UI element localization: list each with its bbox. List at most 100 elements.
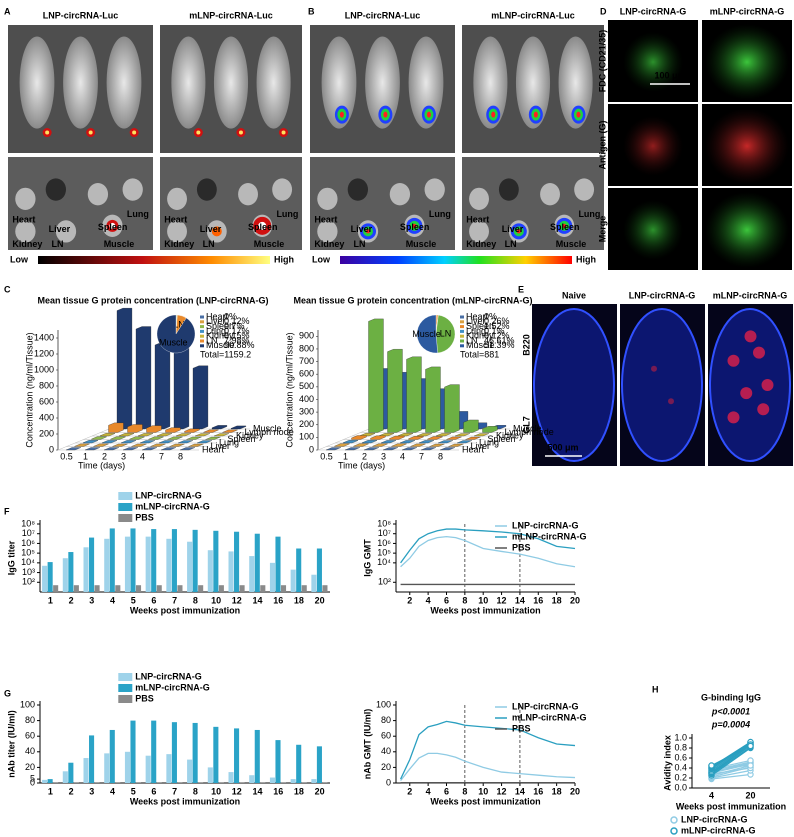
bar [89, 537, 95, 592]
bar [108, 422, 124, 433]
x-tick-label: 18 [552, 595, 562, 605]
x-tick-label: 4 [400, 451, 405, 461]
series-label: Liver [211, 441, 231, 451]
bar [230, 425, 247, 430]
y-tick-label: 10⁸ [377, 518, 391, 528]
x-axis-label: Weeks post immunization [130, 796, 240, 806]
signal [88, 130, 93, 135]
x-tick-label: 6 [444, 595, 449, 605]
bar [109, 528, 115, 592]
chart-title: Mean tissue G protein concentration (mLN… [293, 295, 532, 305]
legend-label: PBS [135, 512, 154, 522]
series-label: Muscle [513, 423, 542, 433]
legend-label: PBS [135, 693, 154, 703]
stain [705, 192, 789, 268]
bar [408, 436, 424, 440]
legend-label: mLNP-circRNA-G [512, 531, 587, 541]
chart-title: Mean tissue G protein concentration (LNP… [37, 295, 268, 305]
legend-value: 0.12% [224, 316, 250, 326]
image-title: LNP-circRNA-G [629, 290, 696, 300]
color-bar [340, 256, 572, 264]
y-tick-label: 60 [25, 731, 35, 741]
bar [275, 740, 281, 783]
x-tick-label: 5 [131, 786, 136, 796]
bar [234, 728, 240, 783]
bar [301, 585, 307, 592]
bar [192, 722, 198, 783]
y-tick-label: 1400 [34, 332, 54, 342]
mouse [171, 36, 206, 129]
bar [104, 753, 110, 783]
y-tick-label: 10² [22, 577, 35, 587]
signal [426, 111, 431, 118]
y-tick-label: 100 [299, 432, 314, 442]
germinal-center [668, 398, 674, 405]
bar [397, 433, 414, 437]
mouse [515, 36, 551, 129]
organ-label: Heart [314, 215, 337, 225]
bar [482, 426, 498, 433]
bar [418, 440, 435, 444]
bar [465, 436, 481, 440]
point [708, 762, 715, 769]
legend-swatch [460, 315, 464, 319]
legend-value: 0% [484, 311, 497, 321]
bar [115, 782, 121, 783]
bar [156, 585, 162, 592]
bar [207, 550, 213, 592]
bar [372, 443, 388, 447]
x-tick-label: 12 [232, 595, 242, 605]
x-tick-label: 10 [478, 595, 488, 605]
y-axis-label: IgG GMT [362, 539, 372, 577]
signal [211, 226, 222, 237]
stain [623, 116, 683, 176]
signal [412, 223, 417, 228]
bar [167, 436, 183, 440]
legend-label: LNP-circRNA-G [135, 671, 202, 681]
y-tick-label: 60 [381, 731, 391, 741]
bar [222, 429, 238, 433]
bar [456, 440, 473, 444]
germinal-center [744, 330, 757, 343]
bar [218, 585, 224, 592]
series-label: Spleen [228, 434, 256, 444]
bar [130, 528, 136, 592]
series-label: Muscle [253, 423, 282, 433]
legend-value: 0.15% [224, 331, 250, 341]
y-axis-label: Avidity index [662, 735, 672, 791]
bar [427, 436, 443, 440]
legend-label: LNP-circRNA-G [681, 814, 748, 824]
x-tick-label: 16 [273, 786, 283, 796]
organ [540, 183, 560, 206]
row-label: B220 [521, 334, 531, 356]
y-tick-label: 0.4 [674, 762, 687, 772]
y-tick-label: 10² [378, 577, 391, 587]
legend-label: PBS [512, 542, 531, 552]
row-label: GL7 [521, 416, 531, 434]
bar [135, 326, 152, 430]
color-bar [38, 256, 270, 264]
x-tick-label: 6 [151, 786, 156, 796]
y-tick-label: 0.2 [674, 772, 687, 782]
legend-swatch [670, 827, 678, 835]
bar [448, 443, 464, 447]
bar [93, 443, 109, 447]
tissue [533, 308, 615, 462]
bar [184, 428, 200, 433]
line [400, 752, 576, 782]
legend-label: mLNP-circRNA-G [135, 501, 210, 511]
point [747, 762, 754, 769]
y-tick-label: 1200 [34, 348, 54, 358]
signal [109, 222, 116, 229]
bar [429, 443, 445, 447]
bar [269, 777, 276, 783]
organ-label: Spleen [400, 222, 430, 232]
x-tick-label: 8 [462, 786, 467, 796]
panel-label: C [4, 284, 11, 294]
bar [213, 433, 230, 437]
bar [118, 433, 135, 437]
panel-label: A [4, 6, 11, 16]
bar [420, 447, 437, 451]
organ [238, 183, 258, 206]
legend-value: 51.39% [484, 340, 515, 350]
